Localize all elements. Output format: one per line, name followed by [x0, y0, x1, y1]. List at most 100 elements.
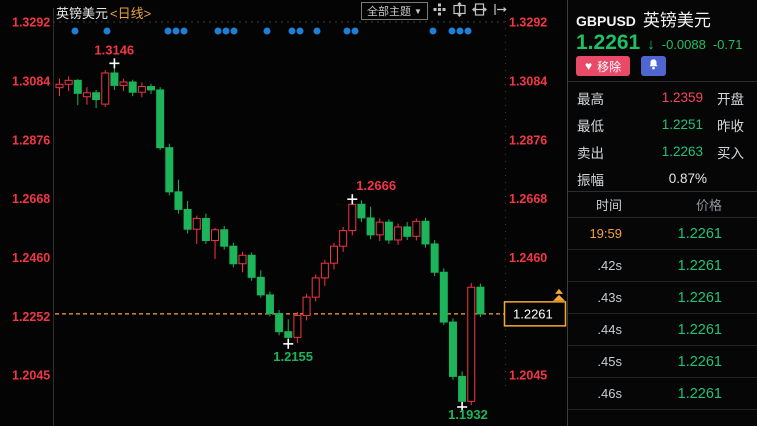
bell-icon: [647, 58, 660, 74]
candle-body: [174, 191, 183, 210]
price-row: 1.2261 ↓ -0.0088 -0.71: [576, 31, 742, 55]
candle-body: [448, 321, 457, 377]
event-dot: [180, 27, 188, 35]
remove-button[interactable]: ♥ 移除: [576, 56, 631, 76]
candle-body: [293, 315, 302, 338]
event-dot: [313, 27, 321, 35]
tick-price: 1.2261: [677, 353, 722, 370]
candle-body: [366, 217, 375, 236]
candle-body: [156, 89, 165, 149]
candle-body: [137, 86, 146, 93]
event-dot: [448, 27, 456, 35]
double-up-arrow-icon: [555, 288, 563, 294]
symbol-code: GBPUSD: [576, 13, 636, 29]
chart-symbol-name: 英镑美元: [56, 6, 109, 21]
price-change-percent: -0.71: [712, 37, 743, 52]
candle-body: [430, 243, 439, 273]
y-axis-label-left: 1.3084: [12, 74, 50, 88]
y-axis-label-left: 1.2460: [12, 251, 50, 265]
candle-body: [64, 79, 73, 85]
candle-body: [128, 81, 137, 93]
candle-body: [403, 226, 412, 237]
stat-label-2: 昨收: [717, 118, 744, 134]
event-dot: [172, 27, 180, 35]
themes-dropdown[interactable]: 全部主题 ▼: [361, 2, 428, 20]
candlestick-chart[interactable]: 1.3292 1.3292 1.3084 1.3084 1.2876 1.2876 1.26…: [0, 0, 567, 426]
tick-row: 19:59 1.2261: [568, 218, 757, 250]
event-dot: [230, 27, 238, 35]
event-dot: [214, 27, 222, 35]
remove-button-label: 移除: [597, 59, 622, 74]
event-dot: [296, 27, 304, 35]
chart-timeframe-selector[interactable]: <日线>: [110, 6, 152, 21]
price-annotation: 1.3146: [94, 42, 134, 57]
stat-value: 1.2359: [661, 90, 703, 105]
candle-body: [82, 92, 91, 98]
tick-price: 1.2261: [677, 257, 722, 274]
down-arrow-icon: ↓: [647, 36, 655, 53]
tick-row: .42s 1.2261: [568, 250, 757, 282]
tick-row: .43s 1.2261: [568, 282, 757, 314]
stat-label-2: 买入: [717, 145, 744, 161]
event-dot: [164, 27, 172, 35]
candle-body: [247, 254, 256, 278]
fit-vertical-icon: [452, 2, 467, 20]
candle-body: [320, 262, 329, 279]
candle-body: [229, 245, 238, 265]
quote-actions: ♥ 移除: [576, 56, 667, 76]
candle-body: [439, 271, 448, 323]
candle-body: [265, 294, 274, 315]
pan-right-button[interactable]: [491, 3, 508, 20]
stat-value: 0.87%: [668, 171, 707, 186]
candle-body: [147, 86, 155, 91]
tick-price: 1.2261: [677, 321, 722, 338]
candle-body: [238, 254, 247, 265]
alert-button[interactable]: [641, 56, 667, 76]
drag-handle-icon: [432, 2, 447, 20]
last-price: 1.2261: [576, 31, 641, 54]
y-axis-label-right: 1.2668: [509, 192, 547, 206]
stats-block: 最高 1.2359 开盘 最低 1.2251 昨收 卖出 1.2263 买入 振…: [568, 84, 757, 192]
y-axis-label-left: 1.2045: [12, 369, 50, 383]
fit-horizontal-button[interactable]: [471, 3, 488, 20]
caret-down-icon: ▼: [414, 6, 422, 16]
candle-body: [348, 203, 357, 232]
candle-body: [421, 220, 430, 245]
stat-row-amplitude: 振幅 0.87%: [568, 165, 757, 192]
y-axis-label-right: 1.2460: [509, 251, 547, 265]
tick-time: .43s: [597, 290, 622, 305]
candle-body: [412, 220, 421, 237]
tick-time: .46s: [597, 386, 622, 401]
event-dot: [103, 27, 111, 35]
quote-panel: GBPUSD 英镑美元 1.2261 ↓ -0.0088 -0.71 ♥ 移除: [567, 0, 757, 426]
time-column-header: 时间: [595, 198, 622, 213]
fit-horizontal-icon: [471, 2, 487, 20]
price-change: -0.0088: [661, 37, 706, 52]
stat-label-2: 开盘: [717, 91, 744, 107]
tick-price: 1.2261: [677, 289, 722, 306]
event-dot: [263, 27, 271, 35]
candle-body: [302, 296, 311, 317]
y-axis-label-left: 1.2876: [12, 133, 50, 147]
y-axis-label-left: 1.3292: [12, 16, 50, 30]
chart-move-button[interactable]: [431, 3, 448, 20]
y-axis-label-left: 1.2252: [12, 310, 50, 324]
candle-body: [55, 83, 64, 89]
candle-body: [101, 72, 110, 105]
price-annotation: 1.1932: [448, 407, 488, 422]
tick-time: .44s: [597, 322, 622, 337]
candle-body: [92, 92, 101, 101]
price-tag-value: 1.2261: [513, 306, 553, 321]
y-axis-label-right: 1.3292: [509, 16, 547, 30]
y-axis-label-right: 1.2876: [509, 133, 547, 147]
themes-dropdown-label: 全部主题: [367, 6, 411, 18]
heart-icon: ♥: [585, 59, 593, 73]
tick-time: 19:59: [589, 226, 622, 241]
candle-body: [330, 245, 338, 264]
candle-body: [165, 147, 174, 193]
tick-table-header: 时间 价格: [568, 192, 757, 218]
fit-vertical-button[interactable]: [451, 2, 468, 20]
double-up-arrow-icon: [553, 294, 565, 301]
stat-row-high: 最高 1.2359 开盘: [568, 84, 757, 111]
